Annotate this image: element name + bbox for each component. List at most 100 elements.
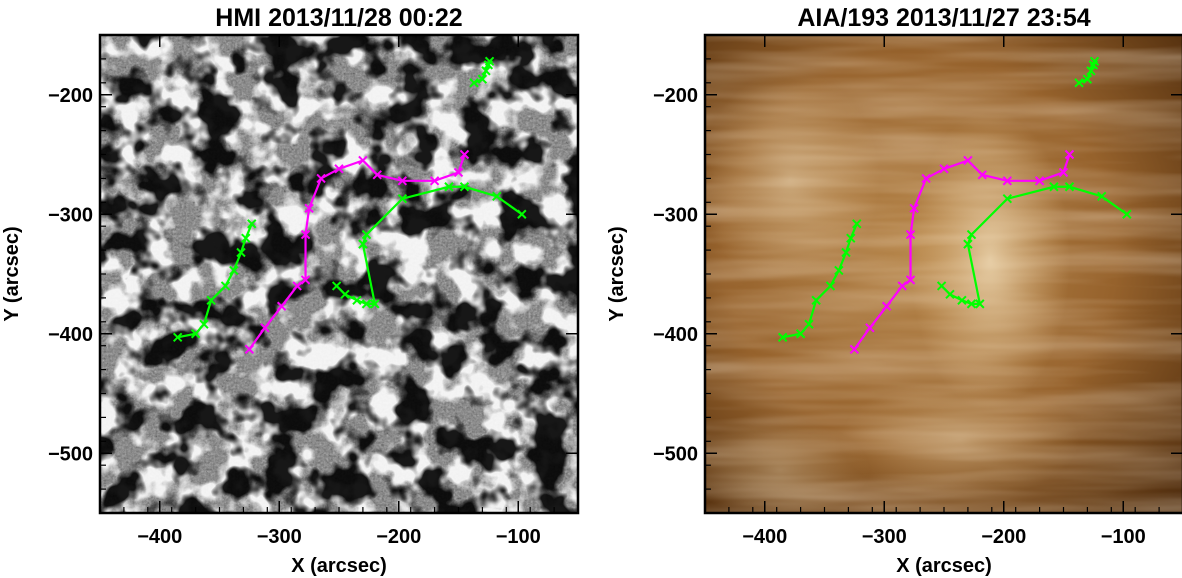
hmi-loop-point bbox=[481, 66, 491, 76]
aia-loop-point bbox=[834, 265, 844, 276]
aia-loop-point bbox=[977, 170, 987, 180]
hmi-loop-point bbox=[206, 295, 216, 305]
aia-panel: AIA/193 2013/11/27 23:54 X (arcsec) Y (a… bbox=[606, 4, 1182, 577]
aia-loop-point bbox=[1074, 78, 1084, 88]
aia-loop-point bbox=[975, 299, 985, 309]
aia-loop-point bbox=[909, 203, 919, 213]
aia-loop-point bbox=[905, 275, 916, 285]
hmi-loop-point bbox=[352, 295, 362, 305]
hmi-loop-point bbox=[444, 182, 454, 192]
hmi-loop-point bbox=[453, 167, 464, 178]
aia-loop-point bbox=[852, 219, 862, 229]
aia-ticks: −400 −300 −200 −100 −500 −400 −300 −200 bbox=[653, 35, 1182, 548]
aia-loop-point bbox=[1122, 209, 1132, 219]
aia-x-tick-label: −200 bbox=[981, 526, 1026, 548]
hmi-loop-point bbox=[459, 149, 470, 160]
aia-loop-point bbox=[1064, 149, 1075, 160]
aia-loop-traces bbox=[777, 56, 1132, 354]
hmi-loop-point bbox=[358, 239, 368, 249]
hmi-x-tick-label: −300 bbox=[257, 526, 302, 548]
hmi-y-tick-label: −200 bbox=[48, 85, 93, 107]
aia-loop-point bbox=[1049, 182, 1059, 192]
aia-loop-point bbox=[963, 155, 973, 166]
aia-loop-point bbox=[881, 301, 892, 311]
hmi-loop-point bbox=[300, 275, 311, 285]
aia-loop-point bbox=[825, 281, 836, 291]
hmi-loop-point bbox=[492, 191, 502, 202]
aia-y-tick-label: −500 bbox=[653, 443, 698, 465]
hmi-x-axis-label: X (arcsec) bbox=[291, 555, 387, 577]
hmi-loop-point bbox=[331, 281, 342, 291]
hmi-title: HMI 2013/11/28 00:22 bbox=[215, 4, 462, 32]
aia-loop-point bbox=[804, 319, 814, 329]
aia-loop-point bbox=[905, 229, 916, 240]
aia-y-tick-label: −400 bbox=[653, 324, 698, 346]
hmi-y-tick-label: −400 bbox=[48, 324, 93, 346]
aia-x-tick-label: −300 bbox=[862, 526, 907, 548]
hmi-magnetogram-image bbox=[100, 35, 578, 513]
hmi-panel: HMI 2013/11/28 00:22 X (arcsec) Y (arcse… bbox=[1, 4, 580, 577]
aia-loop-point bbox=[966, 299, 977, 309]
hmi-loop-point bbox=[199, 319, 209, 329]
hmi-loop-point bbox=[244, 344, 255, 354]
hmi-loop-point bbox=[304, 203, 314, 213]
aia-loop-point bbox=[945, 289, 955, 300]
hmi-loop-point bbox=[397, 176, 408, 186]
hmi-loop-point bbox=[517, 209, 527, 219]
hmi-loop-point bbox=[292, 281, 302, 291]
hmi-loop-point bbox=[340, 289, 350, 300]
hmi-loop-point bbox=[276, 301, 287, 311]
hmi-x-tick-label: −100 bbox=[496, 526, 541, 548]
hmi-loop-point bbox=[300, 229, 311, 240]
aia-y-tick-label: −200 bbox=[653, 85, 698, 107]
hmi-loop-point bbox=[469, 78, 479, 88]
hmi-loop-point bbox=[241, 233, 251, 243]
hmi-x-tick-label: −200 bbox=[376, 526, 421, 548]
hmi-loop-traces bbox=[172, 56, 527, 354]
hmi-y-tick-label: −500 bbox=[48, 443, 93, 465]
aia-loop-point bbox=[1097, 191, 1107, 202]
aia-loop-point bbox=[849, 344, 860, 354]
aia-loop-point bbox=[1089, 56, 1100, 66]
aia-loop-point bbox=[966, 229, 977, 240]
aia-loop-point bbox=[865, 323, 875, 333]
aia-loop-point bbox=[777, 332, 788, 343]
aia-loop-point bbox=[939, 164, 949, 174]
aia-loop-point bbox=[1064, 182, 1075, 192]
aia-loop-point bbox=[936, 281, 947, 291]
hmi-loop-point bbox=[229, 265, 239, 276]
hmi-loop-point bbox=[477, 74, 488, 84]
aia-loop-point bbox=[811, 295, 821, 305]
hmi-loop-point bbox=[484, 56, 495, 66]
aia-euv-image bbox=[705, 35, 1182, 513]
hmi-loop-point bbox=[316, 173, 326, 184]
hmi-loop-point bbox=[358, 155, 368, 166]
hmi-loop-point bbox=[236, 247, 246, 258]
aia-loop-point bbox=[841, 247, 851, 258]
hmi-loop-point bbox=[397, 194, 408, 204]
hmi-loop-point bbox=[190, 329, 201, 339]
hmi-loop-point bbox=[172, 332, 183, 343]
hmi-y-tick-label: −300 bbox=[48, 204, 93, 226]
aia-title: AIA/193 2013/11/27 23:54 bbox=[797, 4, 1090, 32]
hmi-ticks: −400 −300 −200 −100 −500 −400 −300 −200 bbox=[48, 35, 578, 548]
hmi-loop-point bbox=[361, 229, 372, 240]
aia-loop-point bbox=[1086, 66, 1096, 76]
aia-y-axis-label: Y (arcsec) bbox=[606, 226, 628, 321]
hmi-x-tick-label: −400 bbox=[137, 526, 182, 548]
aia-loop-point bbox=[846, 233, 856, 243]
hmi-loop-point bbox=[459, 182, 470, 192]
aia-loop-point bbox=[1058, 167, 1069, 178]
aia-loop-point bbox=[1082, 74, 1093, 84]
aia-y-tick-label: −300 bbox=[653, 204, 698, 226]
aia-loop-point bbox=[897, 281, 907, 291]
aia-loop-point bbox=[1002, 176, 1013, 186]
aia-loop-point bbox=[963, 239, 973, 249]
aia-loop-point bbox=[1002, 194, 1013, 204]
aia-x-axis-label: X (arcsec) bbox=[896, 555, 992, 577]
hmi-y-axis-label: Y (arcsec) bbox=[1, 226, 23, 321]
aia-x-tick-label: −400 bbox=[742, 526, 787, 548]
aia-loop-point bbox=[1034, 176, 1045, 186]
hmi-loop-point bbox=[372, 170, 382, 180]
